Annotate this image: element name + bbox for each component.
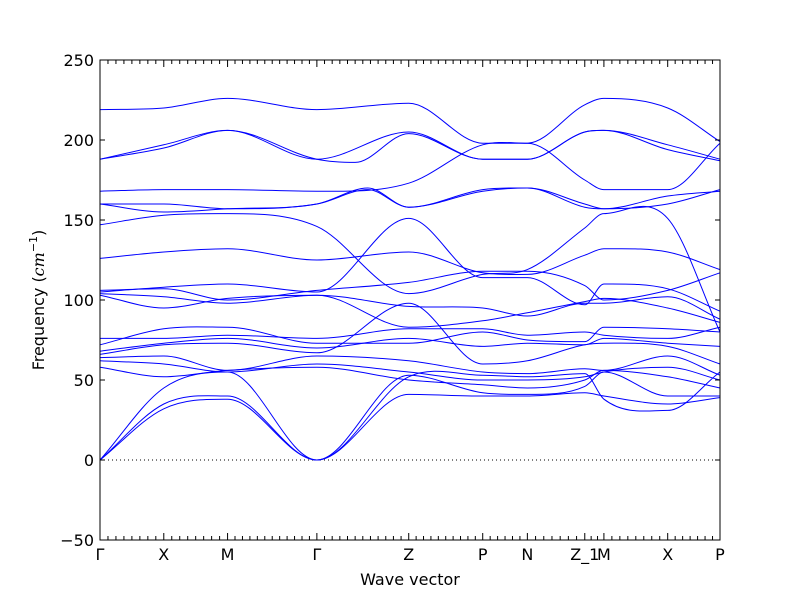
x-tick-label: X: [158, 545, 169, 564]
y-tick-label: 250: [63, 51, 94, 70]
x-tick-label: Γ: [312, 545, 321, 564]
band-line-10: [99, 217, 721, 312]
x-tick-label: N: [521, 545, 533, 564]
x-tick-label: M: [597, 545, 611, 564]
x-tick-label: M: [221, 545, 235, 564]
y-axis-unit-exponent: −1: [27, 236, 40, 252]
y-tick-label: 100: [63, 291, 94, 310]
band-line-18: [99, 360, 721, 381]
band-line-6: [99, 187, 721, 213]
y-axis-unit: cm: [29, 252, 48, 276]
x-tick-label: P: [715, 545, 725, 564]
y-tick-label: 0: [84, 451, 94, 470]
x-tick-label: Z: [403, 545, 414, 564]
y-tick-label: 200: [63, 131, 94, 150]
band-line-12: [99, 294, 721, 328]
band-line-13: [100, 326, 721, 339]
x-tick-label: P: [478, 545, 488, 564]
band-line-14: [99, 326, 721, 346]
band-line-11: [99, 293, 721, 320]
band-line-1: [99, 97, 721, 144]
series-layer: [99, 97, 721, 461]
y-axis-title: Frequency (cm−1): [27, 230, 48, 371]
band-line-17: [99, 355, 721, 376]
x-axis-title: Wave vector: [360, 570, 460, 589]
y-tick-label: −50: [60, 531, 94, 550]
band-line-15: [99, 337, 721, 352]
band-line-19: [99, 366, 721, 389]
band-line-8: [99, 248, 721, 276]
band-line-7: [99, 205, 721, 333]
band-line-4: [99, 141, 721, 192]
band-line-21: [99, 392, 721, 461]
y-tick-label: 50: [74, 371, 94, 390]
x-tick-label: Γ: [96, 545, 105, 564]
x-tick-label: X: [662, 545, 673, 564]
y-axis-title-text: Frequency: [29, 288, 48, 371]
band-line-16: [99, 302, 721, 365]
band-line-3: [99, 129, 721, 163]
band-line-22: [99, 370, 721, 461]
x-tick-label: Z_1: [570, 545, 599, 565]
band-line-20: [99, 371, 720, 461]
y-tick-label: 150: [63, 211, 94, 230]
